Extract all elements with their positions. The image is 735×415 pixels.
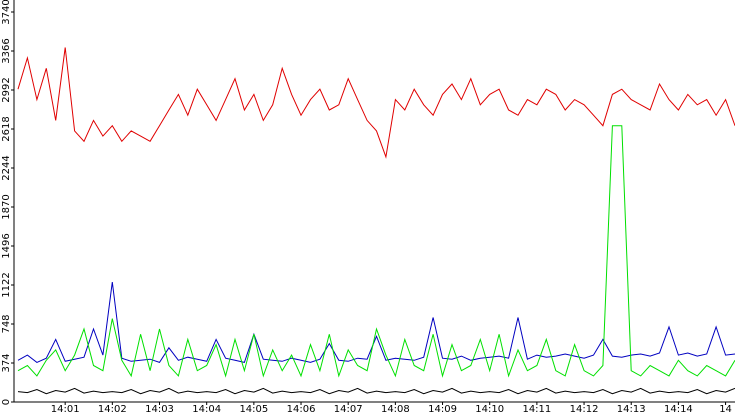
series-line [17,387,735,395]
x-tick-label: 14:10 [475,404,504,415]
y-tick-label: 1496 [1,233,12,258]
y-tick-label: 1870 [1,194,12,219]
x-tick-label: 14:12 [570,404,599,415]
x-tick-label: 14 [719,404,732,415]
series-line [17,125,735,378]
y-tick-label: 374 [1,353,12,372]
x-tick-label: 14:02 [98,404,127,415]
x-tick-label: 14:13 [617,404,646,415]
y-tick-label: 748 [1,314,12,333]
series-line [17,47,735,159]
y-tick-label: 1122 [1,272,12,297]
x-tick-label: 14:03 [145,404,174,415]
y-tick-label: 2618 [1,116,12,141]
x-tick-label: 14:14 [664,404,693,415]
x-tick-label: 14:07 [334,404,363,415]
x-tick-label: 14:06 [287,404,316,415]
y-tick-label: 2244 [1,155,12,180]
y-tick-label: 2992 [1,77,12,102]
x-tick-label: 14:04 [192,404,221,415]
x-tick-label: 14:11 [522,404,551,415]
y-tick-label: 0 [1,399,12,405]
x-tick-label: 14:01 [51,404,80,415]
y-tick-label: 3366 [1,38,12,63]
y-tick-label: 3740 [1,0,12,25]
x-tick-label: 14:05 [239,404,268,415]
x-tick-label: 14:09 [428,404,457,415]
x-tick-label: 14:08 [381,404,410,415]
series-line [17,282,735,363]
